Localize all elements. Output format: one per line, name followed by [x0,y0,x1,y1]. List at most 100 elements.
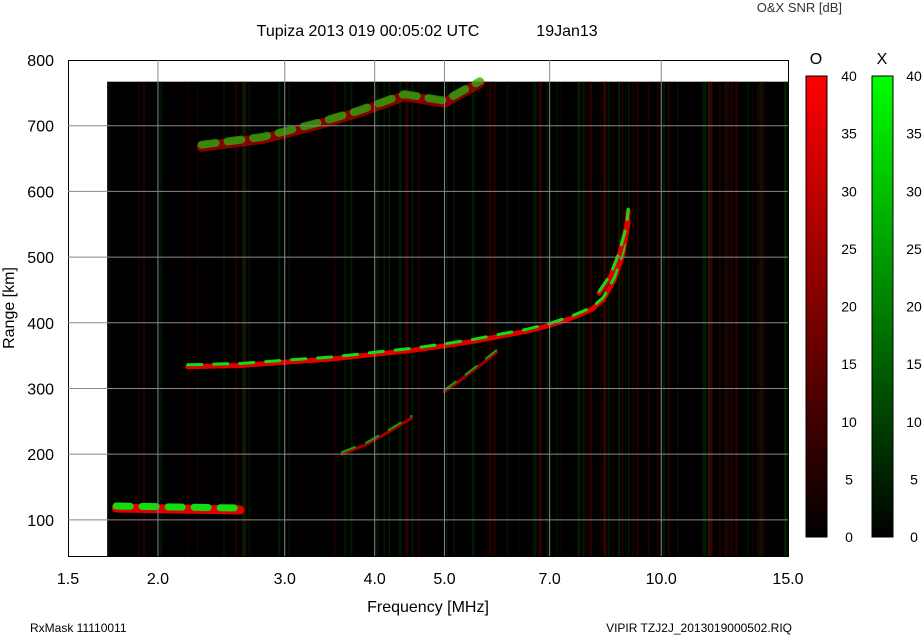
noise-streak [589,81,593,556]
y-axis-label: Range [km] [1,267,18,349]
trace-1-x [186,217,630,367]
noise-streak [728,81,730,556]
colorbar-tick-label: 35 [906,126,922,142]
noise-streak [350,81,353,556]
noise-streak [245,81,247,556]
noise-streak [187,81,189,556]
noise-streak [277,81,281,556]
noise-streak [667,81,671,556]
colorbar-tick-label: 5 [910,471,918,487]
noise-streak [248,81,251,556]
noise-streak [446,81,448,556]
noise-streak [376,81,379,556]
noise-streak [158,81,162,556]
rx-mask-label: RxMask 11110011 [30,621,127,635]
y-axis: 100 200 300 400 500 600 700 800 [27,53,54,530]
trace-3-x [340,415,413,454]
noise-streak [161,81,163,556]
colorbar-x: X [871,51,894,538]
colorbar-tick-label: 10 [841,414,857,430]
colorbar-tick-label: 40 [841,68,857,84]
noise-streak [735,81,738,556]
noise-streak [333,81,336,556]
noise-streak [632,81,635,556]
trace-3-o [340,416,413,456]
noise-streak [418,81,420,556]
noise-streak [533,81,537,556]
x-tick-label: 15.0 [772,571,803,588]
noise-streak [519,81,521,556]
snr-label: O&X SNR [dB] [757,0,842,15]
colorbar-tick-label: 20 [906,299,922,315]
colorbar-tick-label: 15 [906,356,922,372]
noise-streak [618,81,620,556]
noise-streak [244,81,247,556]
x-axis-label: Frequency [MHz] [367,599,489,616]
chart-date: 19Jan13 [536,23,597,40]
noise-streak [506,81,509,556]
noise-streak [618,81,621,556]
noise-streak [648,81,650,556]
colorbar-tick-label: 5 [845,471,853,487]
noise-layer [107,81,788,556]
noise-streak [489,81,492,556]
colorbar-ticks: 0 5 10 15 20 25 30 35 40 0 5 10 15 20 25 30 35 40 [841,68,922,545]
noise-streak [783,81,787,556]
y-tick-label: 800 [27,53,54,70]
trace-4-o [443,350,498,394]
colorbar-o-label: O [810,51,822,68]
y-tick-label: 200 [27,447,54,464]
y-tick-label: 400 [27,316,54,333]
noise-streak [223,81,225,556]
noise-streak [344,81,347,556]
y-tick-label: 700 [27,119,54,136]
noise-streak [785,81,788,556]
noise-streak [762,81,765,556]
noise-streak [196,81,199,556]
x-tick-label: 1.5 [57,571,79,588]
noise-streak [488,81,491,556]
noise-streak [726,81,728,556]
noise-streak [707,81,710,556]
noise-streak [636,81,639,556]
colorbar-tick-label: 15 [841,356,857,372]
noise-streak [603,81,607,556]
noise-streak [485,81,489,556]
noise-streak [660,81,664,556]
noise-streak [405,81,409,556]
noise-streak [752,81,754,556]
noise-streak [663,81,665,556]
trace-2-x [597,207,630,293]
chart-title: Tupiza 2013 019 00:05:02 UTC [257,23,480,40]
colorbar-tick-label: 20 [841,299,857,315]
colorbar-tick-label: 35 [841,126,857,142]
x-tick-label: 10.0 [646,571,677,588]
noise-streak [377,81,379,556]
noise-streak [677,81,679,556]
noise-streak [107,81,109,556]
noise-streak [735,81,737,556]
noise-streak [540,81,542,556]
grid-lines [68,60,788,556]
noise-streak [730,81,733,556]
noise-streak [611,81,615,556]
noise-streak [142,81,146,556]
noise-streak [288,81,290,556]
noise-streak [702,81,705,556]
noise-streak [138,81,140,556]
noise-streak [709,81,713,556]
x-tick-label: 3.0 [274,571,296,588]
noise-streak [582,81,585,556]
noise-streak [546,81,549,556]
data-background [107,81,789,556]
noise-streak [760,81,763,556]
x-axis: 1.5 2.0 3.0 4.0 5.0 7.0 10.0 15.0 [57,571,804,588]
noise-streak [453,81,455,556]
noise-streak [108,81,110,556]
noise-streak [746,81,750,556]
colorbar-tick-label: 40 [906,68,922,84]
noise-streak [398,81,402,556]
colorbar-tick-label: 30 [906,183,922,199]
noise-streak [537,81,541,556]
noise-streak [724,81,728,556]
